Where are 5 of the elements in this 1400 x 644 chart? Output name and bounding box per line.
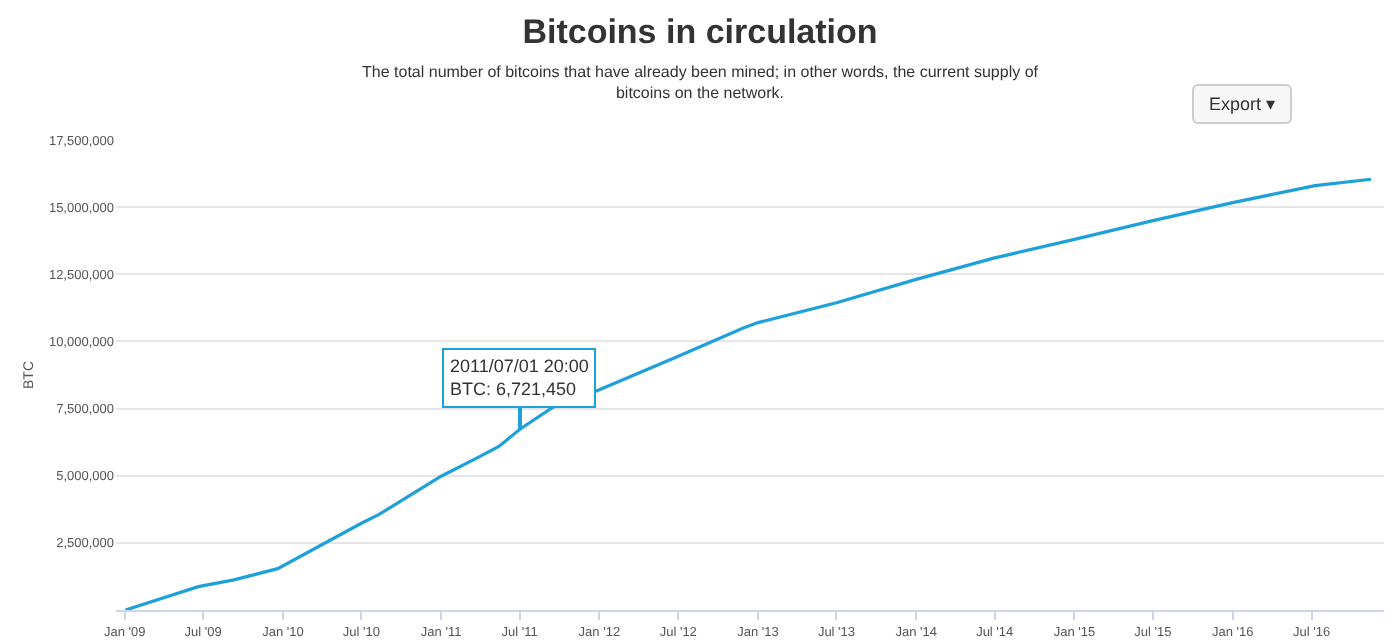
line-series (123, 177, 1373, 610)
export-button: Export ▾ (1192, 84, 1292, 124)
annotation: 2011/07/01 20:00 BTC: 6,721,450 (450, 356, 589, 400)
chart-subtitle: The total number of bitcoins that have already been mined; in other words, the current supply of bitcoins on the network. (362, 62, 1040, 102)
chart-title: Bitcoins in circulation (522, 13, 878, 52)
